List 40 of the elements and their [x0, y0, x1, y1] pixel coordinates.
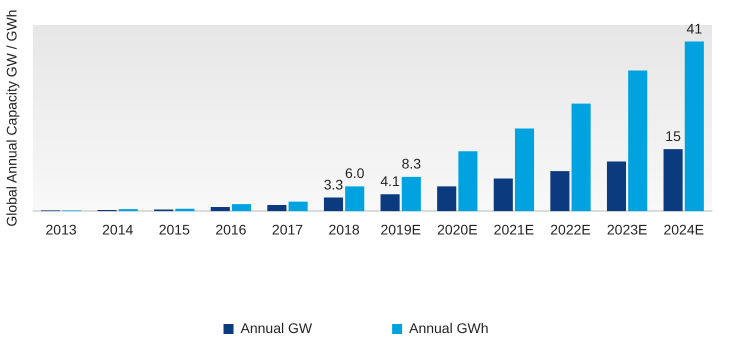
bar: [267, 204, 286, 212]
data-label: 41: [686, 20, 702, 36]
bar: [684, 42, 704, 212]
bar: [210, 207, 230, 212]
data-label: 3.3: [324, 176, 344, 192]
x-tick-label: 2018: [328, 221, 360, 238]
legend-label: Annual GWh: [409, 320, 488, 336]
data-label: 6.0: [344, 165, 365, 182]
x-tick-label: 2020E: [437, 221, 478, 238]
bar: [494, 178, 513, 212]
bar: [402, 176, 421, 212]
data-label: 8.3: [402, 156, 422, 172]
x-tick-label: 2021E: [494, 221, 534, 238]
x-tick-label: 2016: [215, 221, 247, 238]
bar: [458, 151, 478, 212]
bar: [606, 162, 626, 212]
x-tick-label: 2022E: [550, 221, 591, 238]
x-tick-label: 2024E: [663, 221, 704, 238]
bar: [572, 104, 591, 212]
bar: [437, 186, 456, 212]
bar: [175, 208, 194, 212]
bar: [628, 70, 648, 212]
x-tick-label: 2015: [158, 221, 190, 238]
data-label: 15: [665, 128, 682, 144]
x-tick-label: 2019E: [380, 221, 421, 238]
x-tick-label: 2017: [272, 221, 304, 238]
bar: [324, 198, 344, 212]
legend-label: Annual GW: [240, 320, 313, 336]
bar: [550, 171, 570, 212]
bar: [664, 149, 683, 212]
bar: [345, 186, 364, 212]
bar: [380, 194, 400, 212]
bar: [514, 128, 534, 212]
data-label: 4.1: [380, 173, 400, 190]
x-tick-label: 2023E: [606, 221, 648, 238]
x-tick-label: 2013: [46, 221, 77, 238]
x-tick-label: 2014: [102, 221, 134, 238]
bar: [232, 204, 252, 212]
y-axis-title: Global Annual Capacity GW / GWh: [3, 10, 20, 227]
bar: [288, 202, 308, 212]
